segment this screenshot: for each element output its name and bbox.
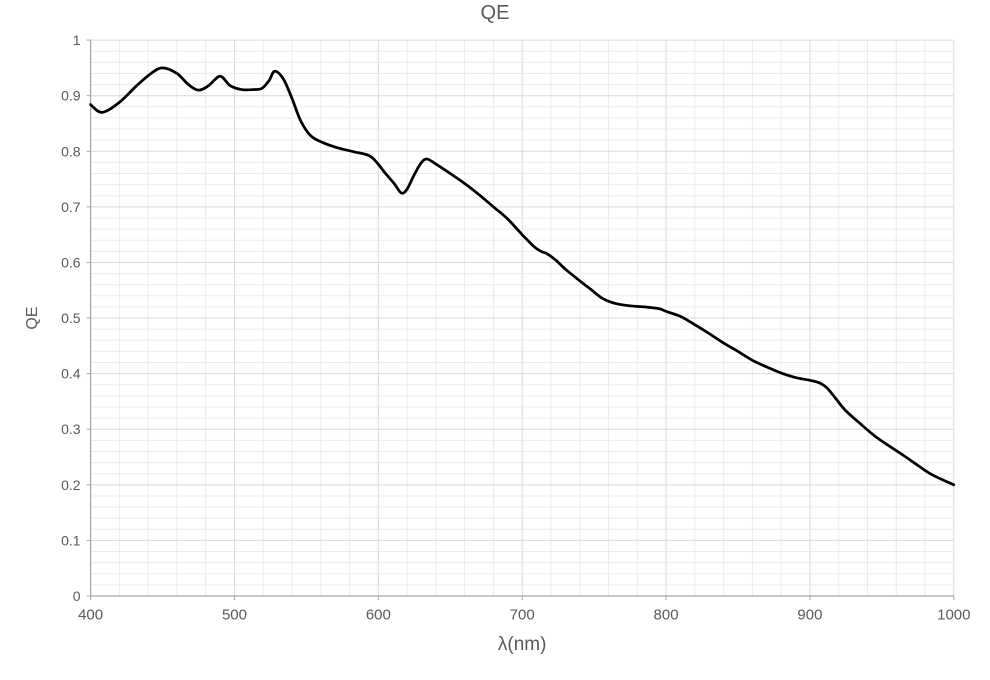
svg-text:0.9: 0.9 — [61, 88, 81, 104]
svg-text:800: 800 — [654, 607, 679, 624]
svg-text:1: 1 — [73, 32, 81, 48]
svg-text:0.3: 0.3 — [61, 421, 81, 437]
svg-text:600: 600 — [366, 607, 391, 624]
svg-text:0.5: 0.5 — [61, 310, 81, 326]
svg-text:400: 400 — [78, 607, 103, 624]
svg-text:500: 500 — [222, 607, 247, 624]
svg-text:900: 900 — [797, 607, 822, 624]
svg-text:0: 0 — [73, 588, 81, 604]
svg-text:0.1: 0.1 — [61, 532, 81, 548]
svg-text:0.2: 0.2 — [61, 477, 81, 493]
svg-text:0.4: 0.4 — [61, 366, 81, 382]
svg-text:0.6: 0.6 — [61, 254, 81, 270]
svg-text:1000: 1000 — [937, 607, 970, 624]
svg-text:0.7: 0.7 — [61, 199, 81, 215]
svg-text:0.8: 0.8 — [61, 143, 81, 159]
svg-text:700: 700 — [510, 607, 535, 624]
